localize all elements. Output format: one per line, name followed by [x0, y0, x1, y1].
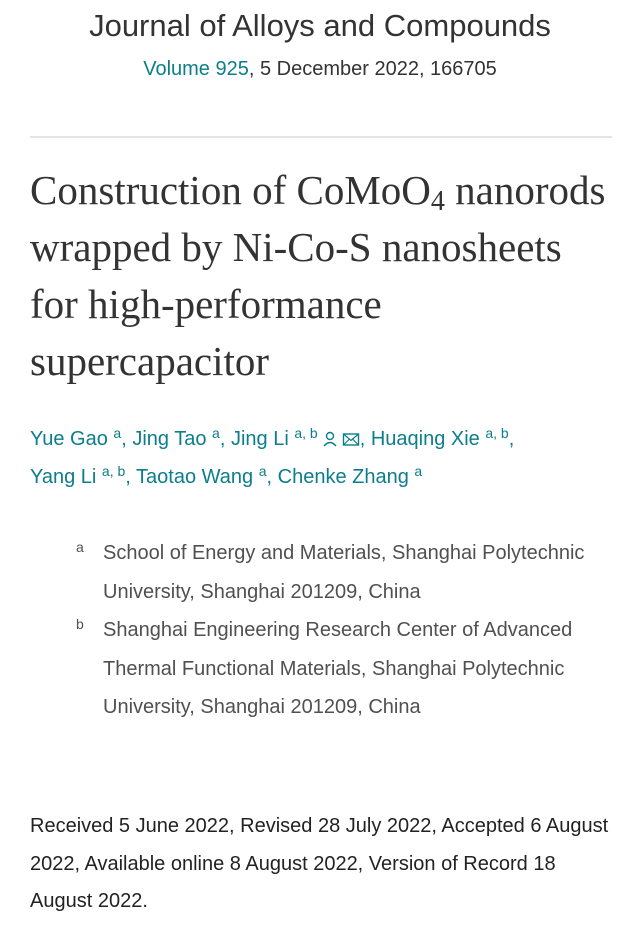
email-icon[interactable] — [342, 431, 360, 447]
author-name[interactable]: Yang Li — [30, 466, 97, 488]
divider — [30, 136, 612, 138]
author-list: Yue Gao a, Jing Tao a, Jing Li a, b, Hua… — [30, 420, 610, 496]
affiliation-label: b — [76, 616, 84, 633]
author[interactable]: Taotao Wang a, — [136, 463, 273, 488]
author[interactable]: Huaqing Xie a, b, — [370, 425, 515, 450]
issue-info: , 5 December 2022, 166705 — [248, 58, 497, 80]
author-delimiter: , — [219, 428, 226, 450]
author-delimiter: , — [359, 428, 366, 450]
author-name[interactable]: Chenke Zhang — [277, 466, 409, 488]
author-delimiter: , — [266, 466, 273, 488]
affiliation-label: a — [76, 539, 84, 555]
title-subscript: 4 — [430, 186, 445, 217]
article-dates: Received 5 June 2022, Revised 28 July 20… — [30, 815, 609, 912]
author-delimiter: , — [125, 466, 131, 488]
author-delimiter: , — [508, 428, 515, 450]
title-text: Construction of CoMoO — [30, 167, 431, 213]
journal-title[interactable]: Journal of Alloys and Compounds — [89, 8, 551, 43]
author-affiliation-ref: a — [113, 425, 122, 441]
author-name[interactable]: Huaqing Xie — [370, 428, 480, 450]
author-name[interactable]: Yue Gao — [30, 428, 108, 450]
author[interactable]: Jing Tao a, — [132, 425, 226, 450]
affiliation: a School of Energy and Materials, Shangha… — [76, 534, 596, 611]
author-name[interactable]: Jing Li — [230, 428, 289, 450]
author-name[interactable]: Jing Tao — [132, 428, 207, 450]
affiliation-text: Shanghai Engineering Research Center of … — [103, 619, 573, 719]
author-name[interactable]: Taotao Wang — [136, 466, 254, 488]
author-affiliation-ref: a, b — [294, 425, 318, 441]
author[interactable]: Chenke Zhang a — [277, 463, 423, 488]
volume-link[interactable]: Volume 925 — [143, 58, 249, 80]
title-text: nanorods wrapped by Ni-Co-S nanosheets f… — [30, 167, 606, 384]
author[interactable]: Yue Gao a, — [30, 425, 127, 450]
author-affiliation-ref: a — [414, 463, 423, 479]
author-affiliation-ref: a — [212, 425, 220, 441]
affiliation-text: School of Energy and Materials, Shanghai… — [103, 542, 585, 603]
author[interactable]: Jing Li a, b, — [230, 425, 366, 450]
person-icon[interactable] — [322, 431, 338, 447]
author-affiliation-ref: a, b — [485, 425, 509, 441]
author-delimiter: , — [121, 428, 127, 450]
affiliation: b Shanghai Engineering Research Center of… — [76, 611, 596, 727]
author-affiliation-ref: a, b — [101, 463, 126, 479]
author[interactable]: Yang Li a, b, — [30, 463, 131, 488]
affiliation-list: a School of Energy and Materials, Shangha… — [76, 534, 596, 727]
volume-line: Volume 925, 5 December 2022, 166705 — [0, 58, 640, 81]
author-affiliation-ref: a — [258, 463, 267, 479]
article-title: Construction of CoMoO4 nanorods wrapped … — [30, 162, 610, 390]
